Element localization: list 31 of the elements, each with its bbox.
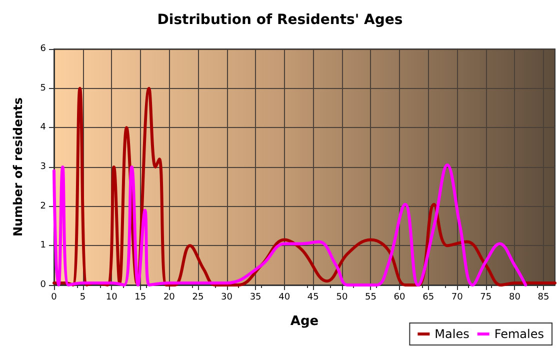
x-tick-label: 75 bbox=[480, 292, 492, 302]
x-tick-label: 35 bbox=[250, 292, 262, 302]
x-tick-label: 60 bbox=[394, 292, 406, 302]
x-tick-label: 50 bbox=[336, 292, 348, 302]
line-series bbox=[52, 164, 528, 286]
x-tick-label: 65 bbox=[422, 292, 434, 302]
y-tick-label: 4 bbox=[40, 122, 46, 133]
chart-title: Distribution of Residents' Ages bbox=[157, 12, 403, 28]
x-tick-label: 15 bbox=[134, 292, 146, 302]
y-tick-label: 0 bbox=[40, 280, 46, 290]
y-tick-label: 3 bbox=[40, 162, 46, 172]
x-tick-label: 0 bbox=[51, 292, 58, 302]
x-tick-label: 85 bbox=[538, 292, 550, 302]
x-tick-label: 70 bbox=[451, 292, 464, 302]
y-tick-label: 2 bbox=[40, 201, 46, 212]
y-tick-label: 1 bbox=[40, 240, 46, 251]
x-tick-label: 10 bbox=[106, 292, 118, 302]
y-axis-title: Number of residents bbox=[11, 97, 25, 237]
x-tick-label: 40 bbox=[278, 292, 290, 302]
x-axis-title: Age bbox=[290, 314, 319, 329]
y-tick-label: 5 bbox=[40, 83, 46, 94]
legend-label: Females bbox=[494, 327, 544, 341]
x-tick-label: 25 bbox=[192, 292, 204, 302]
x-tick-label: 55 bbox=[365, 292, 376, 302]
legend-label: Males bbox=[434, 327, 470, 341]
x-tick-label: 20 bbox=[163, 292, 176, 302]
x-tick-label: 30 bbox=[221, 292, 233, 302]
x-tick-label: 45 bbox=[307, 292, 319, 302]
x-tick-label: 5 bbox=[80, 292, 86, 302]
y-tick-label: 6 bbox=[40, 44, 46, 54]
x-tick-label: 80 bbox=[508, 292, 521, 302]
